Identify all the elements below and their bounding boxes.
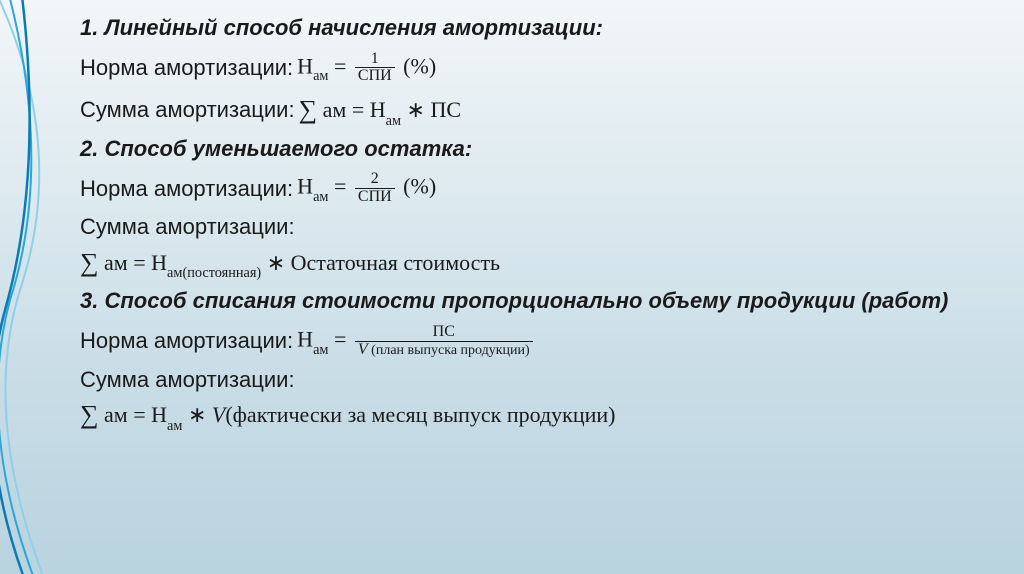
frac-num: 1 (368, 51, 382, 68)
math-expr: ∑ ам = Нам(постоянная) ∗ Остаточная стои… (80, 244, 500, 282)
sub-am: ам (313, 68, 328, 84)
var-ps: ПС (430, 97, 461, 122)
section2-sum-expr-line: ∑ ам = Нам(постоянная) ∗ Остаточная стои… (80, 244, 984, 282)
var-am: ам (104, 250, 128, 275)
rate-label: Норма амортизации: (80, 53, 293, 83)
percent: (%) (403, 53, 436, 78)
sub-am-const: ам(постоянная) (167, 265, 261, 281)
frac-num: 2 (368, 171, 382, 188)
times: ∗ (188, 402, 206, 427)
section1-heading: 1. Линейный способ начисления амортизаци… (80, 14, 984, 43)
var-am: ам (323, 97, 347, 122)
equals: = (133, 402, 145, 427)
fraction: ПС V (план выпуска продукции) (355, 324, 533, 359)
decorative-curves (0, 0, 70, 574)
rate-label: Норма амортизации: (80, 174, 293, 204)
times: ∗ (407, 97, 425, 122)
den-text: (план выпуска продукции) (368, 343, 530, 358)
math-expr: ∑ ам = Нам ∗ V(фактически за месяц выпус… (80, 396, 616, 434)
section2-rate-line: Норма амортизации: Нам = 2 СПИ (%) (80, 171, 984, 206)
section3-sum-label-line: Сумма амортизации: (80, 365, 984, 395)
sum-label: Сумма амортизации: (80, 95, 295, 125)
math-expr: Нам = 2 СПИ (%) (297, 171, 436, 206)
sigma: ∑ (80, 248, 99, 277)
slide-content: 1. Линейный способ начисления амортизаци… (80, 14, 984, 440)
sub-am: ам (386, 113, 401, 129)
frac-den: СПИ (355, 188, 395, 206)
sub-am: ам (313, 189, 328, 205)
sub-am: ам (313, 342, 328, 358)
sigma: ∑ (299, 95, 318, 124)
sub-am: ам (167, 418, 182, 434)
fraction: 1 СПИ (355, 51, 395, 86)
section3-sum-expr-line: ∑ ам = Нам ∗ V(фактически за месяц выпус… (80, 396, 984, 434)
var-H: Н (297, 174, 313, 199)
section3-heading: 3. Способ списания стоимости пропорциона… (80, 287, 984, 316)
var-V: V (358, 341, 368, 358)
rate-label: Норма амортизации: (80, 326, 293, 356)
tail-text: (фактически за месяц выпуск продукции) (225, 402, 615, 427)
var-H: Н (151, 402, 167, 427)
percent: (%) (403, 174, 436, 199)
equals: = (334, 326, 346, 351)
section3-rate-line: Норма амортизации: Нам = ПС V (план выпу… (80, 324, 984, 359)
sigma: ∑ (80, 400, 99, 429)
math-expr: ∑ ам = Нам ∗ ПС (299, 91, 461, 129)
times: ∗ (267, 250, 285, 275)
var-H: Н (297, 53, 313, 78)
var-V: V (212, 402, 225, 427)
var-am: ам (104, 402, 128, 427)
math-expr: Нам = ПС V (план выпуска продукции) (297, 324, 536, 359)
var-H: Н (370, 97, 386, 122)
equals: = (352, 97, 364, 122)
frac-num: ПС (430, 324, 458, 341)
frac-den: СПИ (355, 67, 395, 85)
frac-den: V (план выпуска продукции) (355, 341, 533, 359)
var-H: Н (151, 250, 167, 275)
section1-rate-line: Норма амортизации: Нам = 1 СПИ (%) (80, 51, 984, 86)
equals: = (133, 250, 145, 275)
residual-value: Остаточная стоимость (291, 250, 500, 275)
equals: = (334, 174, 346, 199)
sum-label: Сумма амортизации: (80, 212, 295, 242)
section2-sum-label-line: Сумма амортизации: (80, 212, 984, 242)
section2-heading: 2. Способ уменьшаемого остатка: (80, 135, 984, 164)
section1-sum-line: Сумма амортизации: ∑ ам = Нам ∗ ПС (80, 91, 984, 129)
equals: = (334, 53, 346, 78)
math-expr: Нам = 1 СПИ (%) (297, 51, 436, 86)
var-H: Н (297, 326, 313, 351)
sum-label: Сумма амортизации: (80, 365, 295, 395)
fraction: 2 СПИ (355, 171, 395, 206)
